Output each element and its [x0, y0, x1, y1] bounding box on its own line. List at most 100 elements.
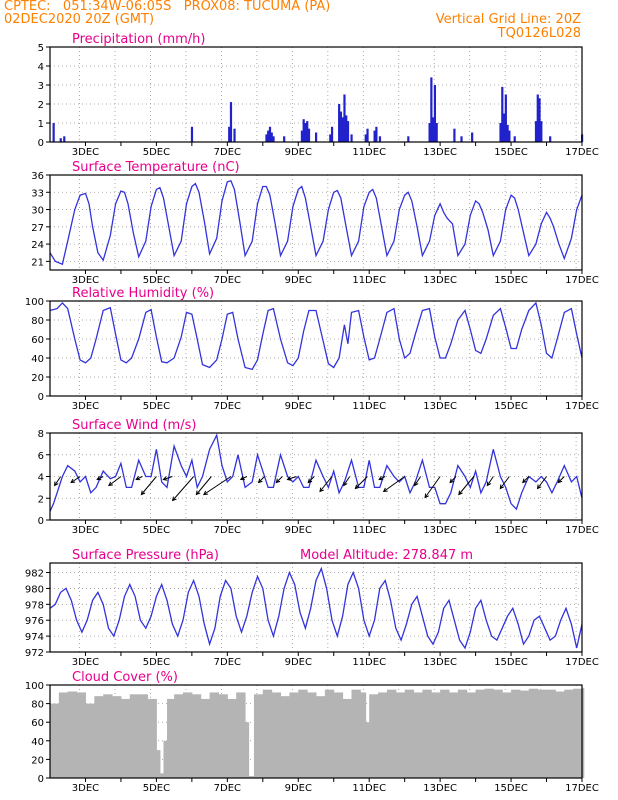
- precip-bar: [502, 113, 506, 142]
- cloud-bar: [163, 740, 168, 778]
- cloud-bar: [564, 689, 574, 778]
- precip-bar: [428, 123, 431, 142]
- wind-xtick-label: 7DEC: [214, 525, 241, 536]
- wind-vector-head: [343, 481, 348, 487]
- cloud-bar: [484, 688, 494, 778]
- wind-vector-head: [140, 490, 146, 496]
- rh-xtick-label: 5DEC: [143, 401, 170, 412]
- cloud-bar: [404, 689, 415, 778]
- precip-bar: [453, 128, 456, 142]
- precip-bar: [268, 126, 272, 142]
- precip-bar: [302, 119, 305, 142]
- wind-panel: 0 2 4 6 8 3DEC 5DEC 7DEC 9DEC 11DEC 13DEC 15DEC 17DE…: [38, 418, 599, 536]
- rh-xtick-label: 7DEC: [214, 401, 241, 412]
- precip-ytick-label: 0: [38, 138, 44, 149]
- cloud-xtick-label: 3DEC: [72, 783, 99, 794]
- precip-bar: [272, 136, 275, 142]
- precip-bar: [501, 86, 504, 142]
- wind-vector-head: [414, 481, 419, 487]
- precip-bar: [52, 123, 55, 142]
- temp-frame: [49, 174, 583, 271]
- precip-bar: [504, 94, 507, 142]
- temp-xtick-label: 9DEC: [285, 275, 312, 286]
- cloud-bar: [365, 722, 370, 778]
- cloud-bar: [262, 689, 273, 778]
- cloud-bar: [493, 689, 503, 778]
- cloud-frame: [49, 684, 583, 779]
- pressure-ytick-label: 974: [25, 632, 44, 643]
- cloud-bar: [395, 692, 406, 778]
- precip-bar: [346, 121, 350, 142]
- rh-xtick-label: 13DEC: [423, 401, 457, 412]
- wind-ytick-label: 8: [38, 429, 44, 440]
- wind-vector: [355, 476, 368, 489]
- cloud-bar: [103, 694, 113, 778]
- precip-ytick-label: 4: [38, 62, 44, 73]
- cloud-bar: [200, 698, 211, 778]
- wind-vector: [96, 476, 104, 480]
- cloud-bar: [156, 750, 161, 778]
- precip-bar: [59, 138, 62, 142]
- pressure-xtick-label: 11DEC: [352, 657, 386, 668]
- wind-vector: [172, 476, 195, 501]
- cloud-title: Cloud Cover (%): [72, 670, 178, 685]
- pressure-annotation: Model Altitude: 278.847 m: [300, 548, 473, 563]
- rh-ytick-label: 0: [38, 392, 44, 403]
- cloud-bar: [449, 692, 459, 778]
- wind-vector: [449, 476, 457, 483]
- precip-frame: [49, 46, 583, 143]
- temp-ytick-label: 30: [31, 206, 44, 217]
- cloud-bar: [511, 689, 521, 778]
- rh-ytick-label: 20: [31, 373, 44, 384]
- rh-xtick-label: 15DEC: [494, 401, 528, 412]
- cloud-xtick-label: 5DEC: [143, 783, 170, 794]
- wind-vector: [537, 476, 547, 489]
- pressure-ytick-label: 978: [25, 600, 44, 611]
- cloud-xtick-label: 13DEC: [423, 783, 457, 794]
- wind-vector: [163, 476, 173, 480]
- cloud-bar: [138, 694, 149, 778]
- precip-bar: [471, 132, 474, 142]
- precip-bar: [432, 117, 435, 142]
- wind-vector-head: [382, 487, 388, 493]
- precip-bar: [536, 94, 539, 142]
- precip-xtick-label: 3DEC: [72, 147, 99, 158]
- cloud-bar: [218, 694, 228, 778]
- wind-vector: [522, 476, 530, 483]
- temp-xtick-label: 15DEC: [494, 275, 528, 286]
- precip-bar: [549, 136, 552, 142]
- cloud-xtick-label: 9DEC: [285, 783, 312, 794]
- wind-vector-head: [70, 478, 76, 484]
- precip-ytick-label: 3: [38, 81, 44, 92]
- cloud-bar: [466, 692, 477, 778]
- wind-vector-head: [54, 481, 59, 487]
- wind-vector: [383, 476, 405, 492]
- precip-bar: [407, 136, 410, 142]
- rh-title: Relative Humidity (%): [72, 286, 214, 301]
- cloud-bar: [298, 689, 308, 778]
- rh-xtick-label: 9DEC: [285, 401, 312, 412]
- cloud-bar: [537, 689, 548, 778]
- pressure-frame: [49, 562, 583, 653]
- cloud-bar: [129, 694, 140, 778]
- wind-vector: [287, 476, 297, 480]
- precip-bar: [229, 102, 233, 142]
- pressure-xtick-label: 13DEC: [423, 657, 457, 668]
- rh-xtick-label: 11DEC: [352, 401, 386, 412]
- precip-ytick-label: 5: [38, 43, 44, 54]
- cloud-bar: [519, 690, 530, 778]
- pressure-ytick-label: 980: [25, 584, 44, 595]
- wind-vector-head: [424, 493, 429, 499]
- wind-vector-head: [239, 475, 245, 481]
- rh-ytick-label: 100: [25, 297, 44, 308]
- pressure-xtick-label: 7DEC: [214, 657, 241, 668]
- precip-xtick-label: 15DEC: [494, 147, 528, 158]
- header-grid-note: Vertical Grid Line: 20Z: [435, 12, 581, 27]
- cloud-ytick-label: 60: [31, 718, 44, 729]
- cloud-bar: [245, 722, 250, 778]
- cloud-bar: [67, 691, 78, 778]
- wind-xtick-label: 9DEC: [285, 525, 312, 536]
- cloud-bar: [333, 692, 344, 778]
- header-run-id: TQ0126L028: [497, 26, 581, 41]
